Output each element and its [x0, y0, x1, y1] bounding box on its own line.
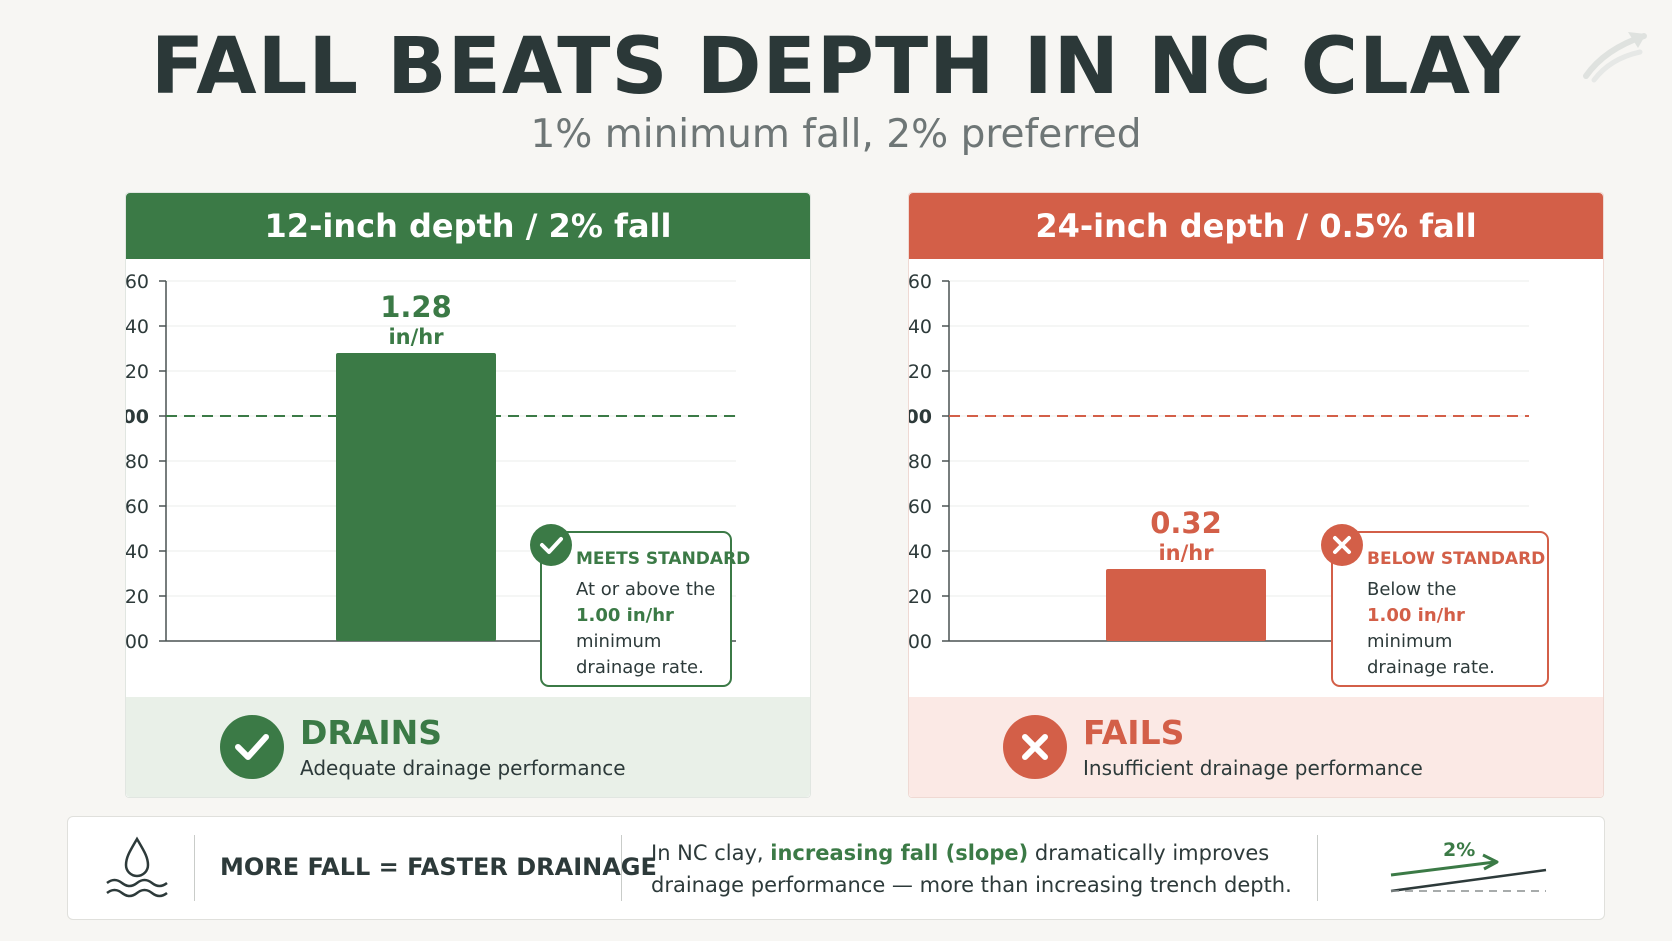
- footer-divider: [1317, 835, 1318, 901]
- verdict-right: FAILS Insufficient drainage performance: [909, 697, 1603, 797]
- callout-box: MEETS STANDARD At or above the 1.00 in/hr m…: [530, 524, 750, 687]
- data-label-value: 1.28: [380, 290, 452, 324]
- callout-text: minimum: [576, 631, 661, 652]
- data-label-unit: in/hr: [1158, 541, 1214, 565]
- chart-panel-right: 24-inch depth / 0.5% fall DRAINAGE RATE …: [908, 192, 1604, 798]
- callout-box: BELOW STANDARD Below the 1.00 in/hr minimum…: [1321, 524, 1549, 687]
- y-tick-label: 0.20: [126, 586, 149, 608]
- callout-text-highlight: 1.00 in/hr: [576, 605, 674, 626]
- y-tick-label: 0.40: [126, 541, 149, 563]
- verdict-title-right: FAILS: [1083, 713, 1185, 752]
- y-tick-label: 0.20: [909, 586, 932, 608]
- y-tick-label: 1.00: [126, 406, 149, 428]
- y-tick-label: 0.00: [909, 631, 932, 653]
- callout-text: At or above the: [576, 579, 715, 600]
- y-tick-label: 0.60: [126, 496, 149, 518]
- y-tick-label: 1.60: [909, 271, 932, 293]
- bar: [336, 353, 496, 641]
- y-tick-label: 1.20: [126, 361, 149, 383]
- verdict-title-left: DRAINS: [300, 713, 443, 752]
- verdict-subtitle-right: Insufficient drainage performance: [1083, 756, 1423, 780]
- callout-text: drainage rate.: [1367, 657, 1495, 678]
- x-icon: [1003, 715, 1067, 779]
- y-tick-label: 0.60: [909, 496, 932, 518]
- callout-status: MEETS STANDARD: [576, 549, 750, 569]
- water-drop-icon: [102, 835, 172, 905]
- check-icon: [220, 715, 284, 779]
- y-tick-label: 1.40: [126, 316, 149, 338]
- x-mark: [1333, 536, 1351, 554]
- callout-status: BELOW STANDARD: [1367, 549, 1545, 569]
- y-tick-label: 0.40: [909, 541, 932, 563]
- footer-text-start: In NC clay,: [651, 841, 771, 865]
- verdict-subtitle-left: Adequate drainage performance: [300, 756, 626, 780]
- footer-key-message: MORE FALL = FASTER DRAINAGE: [220, 853, 657, 881]
- callout-text: drainage rate.: [576, 657, 704, 678]
- data-label-value: 0.32: [1150, 506, 1222, 540]
- footer-text-highlight: increasing fall (slope): [770, 841, 1029, 865]
- chart-panel-left: 12-inch depth / 2% fall DRAINAGE RATE (I…: [125, 192, 811, 798]
- footer-divider: [621, 835, 622, 901]
- y-tick-label: 0.80: [909, 451, 932, 473]
- bar-chart-right: DRAINAGE RATE (INCHES PER HOUR)0.000.200…: [909, 271, 1549, 687]
- y-tick-label: 0.00: [126, 631, 149, 653]
- brand-logo-icon: [1580, 26, 1650, 90]
- callout-text: minimum: [1367, 631, 1452, 652]
- footer-divider: [194, 835, 195, 901]
- y-tick-label: 1.40: [909, 316, 932, 338]
- y-tick-label: 1.60: [126, 271, 149, 293]
- callout-border: [1331, 531, 1549, 687]
- callout-border: [540, 531, 732, 687]
- y-tick-label: 1.20: [909, 361, 932, 383]
- footer-takeaway: MORE FALL = FASTER DRAINAGE In NC clay, …: [67, 816, 1605, 920]
- data-label-unit: in/hr: [388, 325, 444, 349]
- chart-title-right: 24-inch depth / 0.5% fall: [909, 193, 1603, 259]
- y-tick-label: 0.80: [126, 451, 149, 473]
- callout-text-highlight: 1.00 in/hr: [1367, 605, 1465, 626]
- page-subtitle: 1% minimum fall, 2% preferred: [530, 112, 1142, 157]
- page-title: FALL BEATS DEPTH IN NC CLAY: [150, 22, 1522, 112]
- y-tick-label: 1.00: [909, 406, 932, 428]
- footer-text-end: dramatically improves drainage performan…: [651, 841, 1292, 897]
- check-icon: [530, 524, 572, 566]
- bar: [1106, 569, 1266, 641]
- slope-icon: 2%: [1363, 835, 1563, 905]
- check-mark: [540, 537, 563, 554]
- verdict-left: DRAINS Adequate drainage performance: [126, 697, 810, 797]
- slope-label: 2%: [1443, 839, 1475, 861]
- chart-title-left: 12-inch depth / 2% fall: [126, 193, 810, 259]
- footer-explanation: In NC clay, increasing fall (slope) dram…: [651, 837, 1311, 901]
- callout-text: Below the: [1367, 579, 1456, 600]
- bar-chart-left: DRAINAGE RATE (INCHES PER HOUR)0.000.200…: [126, 271, 750, 687]
